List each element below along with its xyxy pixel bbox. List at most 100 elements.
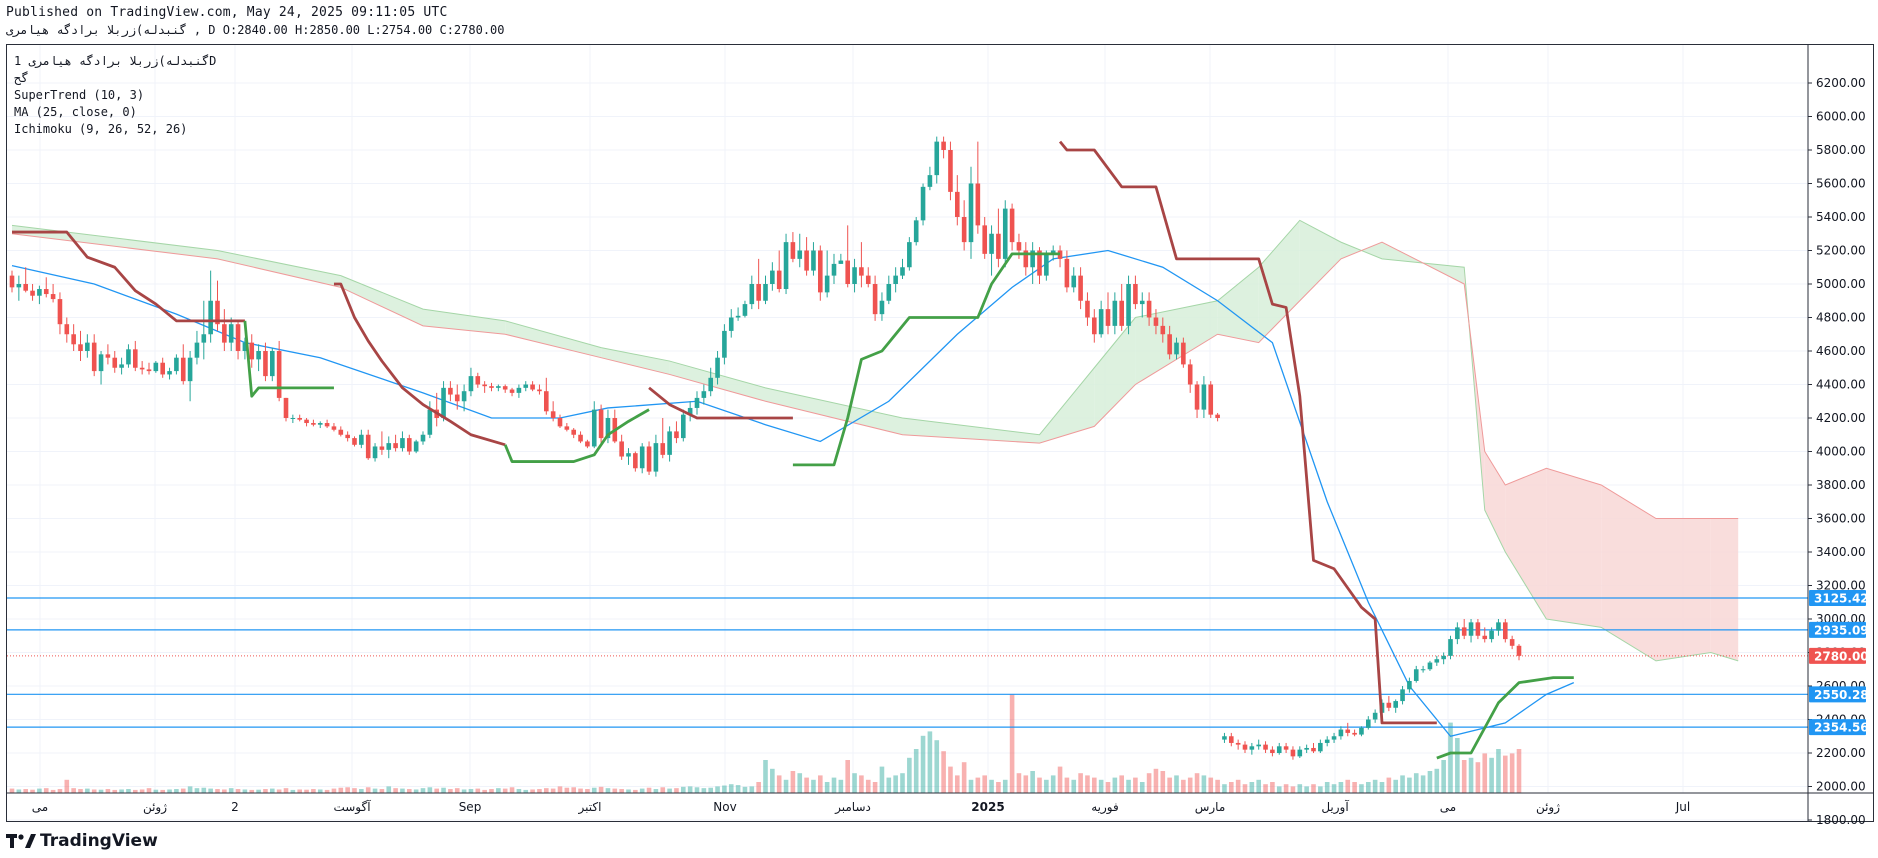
- volume-bar: [1455, 738, 1460, 793]
- candle: [1194, 381, 1200, 418]
- volume-bar: [845, 760, 850, 793]
- volume-bar: [153, 789, 159, 793]
- cloud-segment: [217, 250, 341, 288]
- volume-bar: [1509, 753, 1515, 793]
- candle-body: [1167, 334, 1172, 355]
- volume-bar: [1318, 786, 1323, 793]
- candle-body: [413, 441, 419, 452]
- volume-bar: [1105, 782, 1111, 793]
- volume-bar: [434, 788, 439, 793]
- volume-bar: [365, 787, 371, 793]
- volume-bar: [1030, 771, 1035, 793]
- volume-bar: [317, 789, 323, 793]
- volume-bar: [872, 782, 878, 793]
- candle: [509, 387, 515, 397]
- candle-body: [1002, 208, 1008, 259]
- candle: [139, 361, 145, 375]
- volume-bar: [1503, 755, 1508, 793]
- chart-frame[interactable]: [6, 44, 1874, 822]
- candle: [1167, 325, 1172, 360]
- candle: [496, 384, 501, 392]
- candle: [413, 439, 419, 454]
- volume-bar: [1304, 786, 1309, 793]
- candle: [1455, 622, 1460, 645]
- hline-price-label-bg: [1809, 589, 1866, 606]
- candle: [598, 404, 604, 444]
- price-tick-label: 4400.00: [1816, 378, 1866, 392]
- volume-bar: [133, 789, 138, 793]
- volume-bar: [598, 786, 604, 793]
- candle: [770, 262, 775, 291]
- candle-body: [1174, 342, 1179, 355]
- candle-body: [119, 364, 124, 368]
- candle-body: [1276, 746, 1282, 753]
- candle-body: [865, 275, 871, 284]
- candle-body: [249, 342, 255, 360]
- candle-body: [359, 434, 364, 445]
- legend-ma[interactable]: MA (25, close, 0): [14, 105, 137, 119]
- volume-bar: [749, 786, 755, 793]
- volume-bar: [557, 786, 563, 793]
- candle: [1023, 242, 1029, 276]
- volume-bar: [728, 784, 734, 793]
- volume-bar: [1242, 784, 1248, 793]
- candle-body: [893, 275, 898, 284]
- candle-body: [763, 284, 768, 301]
- candle: [1002, 200, 1008, 268]
- candle: [1187, 359, 1193, 393]
- candle-body: [1311, 747, 1316, 752]
- candle-body: [1441, 655, 1446, 660]
- time-tick-label: ﮊﻭﺋﻦ: [1536, 800, 1560, 815]
- candle-body: [235, 324, 241, 351]
- candle: [1283, 742, 1289, 753]
- horizontal-lines[interactable]: [7, 597, 1808, 728]
- candle: [968, 166, 974, 259]
- volume-bar: [1276, 786, 1282, 793]
- candle: [605, 409, 611, 444]
- candle: [1092, 309, 1097, 343]
- candle: [646, 441, 652, 475]
- tradingview-logo[interactable]: TradingView: [6, 830, 158, 852]
- volume-bar: [1071, 779, 1077, 793]
- candle-body: [544, 391, 549, 412]
- price-tick-label: 4000.00: [1816, 445, 1866, 459]
- candle-body: [1448, 639, 1453, 656]
- candle: [797, 233, 803, 268]
- legend-ichimoku[interactable]: Ichimoku (9, 26, 52, 26): [14, 122, 188, 136]
- volume-bar: [996, 782, 1001, 793]
- volume-bar: [1407, 777, 1412, 793]
- candle-body: [770, 270, 775, 284]
- candle-body: [50, 294, 56, 300]
- candle: [180, 344, 186, 385]
- time-tick-label: ﻣﻰ: [1440, 800, 1456, 814]
- volume-bar: [1229, 782, 1234, 793]
- candle-body: [756, 284, 761, 301]
- legend-supertrend[interactable]: SuperTrend (10, 3): [14, 88, 145, 102]
- candle-body: [1222, 736, 1227, 740]
- candle-body: [324, 423, 330, 427]
- candle-body: [502, 386, 508, 390]
- price-axis[interactable]: 1800.002000.002200.002400.002600.002800.…: [1807, 45, 1869, 827]
- volume-bar: [639, 788, 645, 793]
- candle-body: [379, 446, 385, 450]
- candle-body: [1009, 208, 1015, 243]
- volume-bar: [228, 788, 234, 793]
- candle-body: [694, 397, 700, 408]
- candle: [1222, 732, 1227, 743]
- candle: [920, 183, 926, 226]
- candle: [9, 270, 15, 293]
- candle-body: [920, 186, 926, 221]
- volume-bar: [1016, 773, 1022, 793]
- time-tick-label: ﻣﺎﺭﺱ: [1195, 800, 1226, 815]
- candle-body: [1037, 250, 1042, 276]
- legend-symbol[interactable]: ﮔﻨﺒﺪﻟﻪ)ﺯﺭﺑﻼ ﺑﺮﺍﺩﮔﻪ ﻫﻴﺎﻣﺮﻯ 1D: [14, 54, 217, 68]
- candle-body: [1112, 300, 1118, 326]
- time-axis[interactable]: ﻣﻰ ﮊﻭﺋﻦ 2 ﺁﮔﻮﺳﺖ Sep ﺍﻛﺘﺒﺮ Nov ﺩﺳﺎﻣﺒﺮ 2025 ﻓﻮﺭﻳﻪ ﻣﺎ…: [7, 792, 1873, 815]
- candle: [1098, 300, 1104, 338]
- volume-bar: [708, 787, 713, 793]
- candle-body: [578, 434, 583, 442]
- candle: [941, 136, 946, 159]
- supertrend-up: [243, 320, 334, 398]
- candle: [1146, 292, 1152, 326]
